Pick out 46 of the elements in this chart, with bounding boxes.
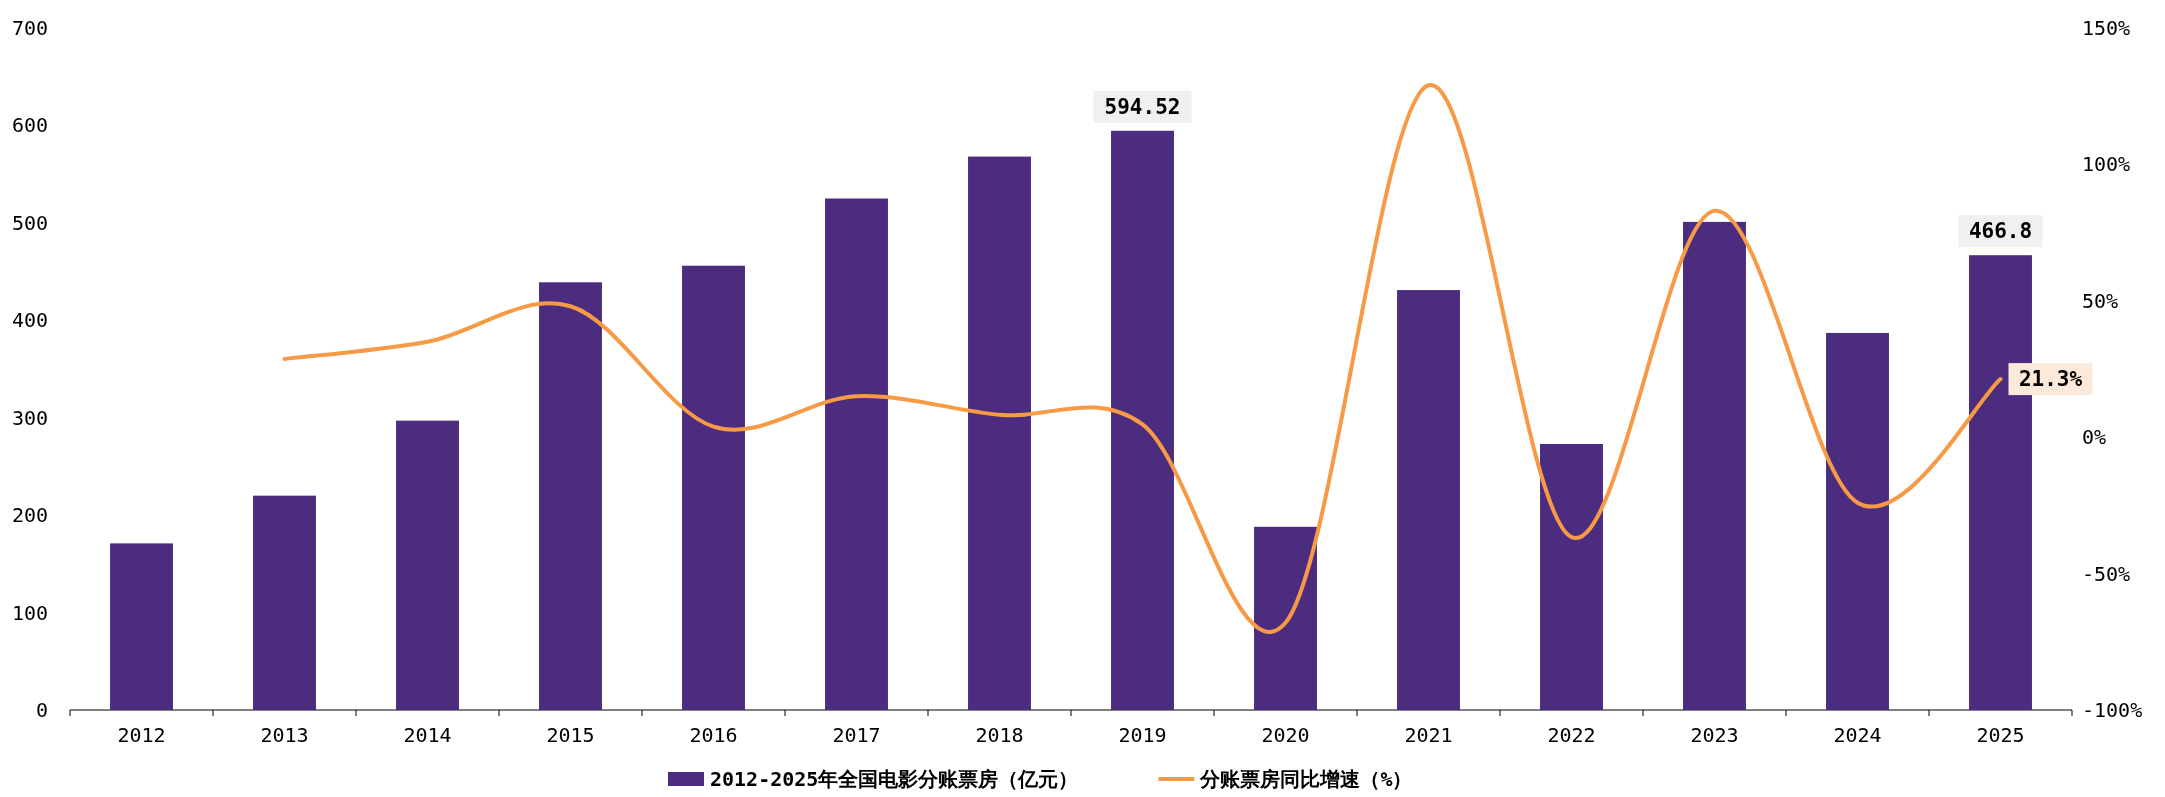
data-label: 466.8 <box>1968 219 2033 244</box>
y-tick-label: 400 <box>11 308 48 333</box>
bar <box>682 265 745 710</box>
legend-label: 分账票房同比增速（%） <box>1199 767 1413 791</box>
x-tick-label: 2016 <box>689 723 738 747</box>
y2-tick-label: 0% <box>2082 425 2107 450</box>
y-tick-label: 0 <box>35 698 48 722</box>
x-tick-label: 2013 <box>260 723 309 747</box>
x-tick-label: 2018 <box>975 723 1024 747</box>
bar <box>825 198 888 710</box>
bar <box>253 495 316 710</box>
bar <box>110 543 173 710</box>
x-tick-label: 2023 <box>1690 723 1739 747</box>
bar <box>396 420 459 710</box>
x-tick-label: 2014 <box>403 723 452 747</box>
bar <box>968 156 1031 710</box>
data-label: 21.3% <box>2018 367 2083 392</box>
y-tick-label: 700 <box>11 16 48 40</box>
x-tick-label: 2021 <box>1404 723 1453 747</box>
y2-tick-label: 100% <box>2082 152 2131 177</box>
x-tick-label: 2022 <box>1547 723 1596 747</box>
y2-tick-label: 50% <box>2082 288 2119 313</box>
y-tick-label: 600 <box>11 113 48 138</box>
y2-tick-label: 150% <box>2082 16 2131 40</box>
bar <box>1540 444 1603 710</box>
y2-tick-label: -50% <box>2082 561 2131 586</box>
bar <box>1397 290 1460 710</box>
x-tick-label: 2017 <box>832 723 881 747</box>
legend-label: 2012-2025年全国电影分账票房（亿元） <box>710 767 1079 791</box>
bar <box>539 282 602 710</box>
y-tick-label: 100 <box>11 600 48 625</box>
bar <box>1111 130 1174 710</box>
x-tick-label: 2020 <box>1261 723 1310 747</box>
x-tick-label: 2012 <box>117 723 166 747</box>
y-tick-label: 500 <box>11 210 48 235</box>
x-tick-label: 2024 <box>1833 723 1882 747</box>
bar <box>1683 221 1746 710</box>
data-label: 594.52 <box>1104 94 1181 119</box>
x-tick-label: 2015 <box>546 723 595 747</box>
y2-tick-label: -100% <box>2082 698 2143 722</box>
x-tick-label: 2019 <box>1118 723 1167 747</box>
bar <box>1826 332 1889 710</box>
y-tick-label: 200 <box>11 503 48 528</box>
y-tick-label: 300 <box>11 405 48 430</box>
x-tick-label: 2025 <box>1976 723 2025 747</box>
bar <box>1254 526 1317 710</box>
